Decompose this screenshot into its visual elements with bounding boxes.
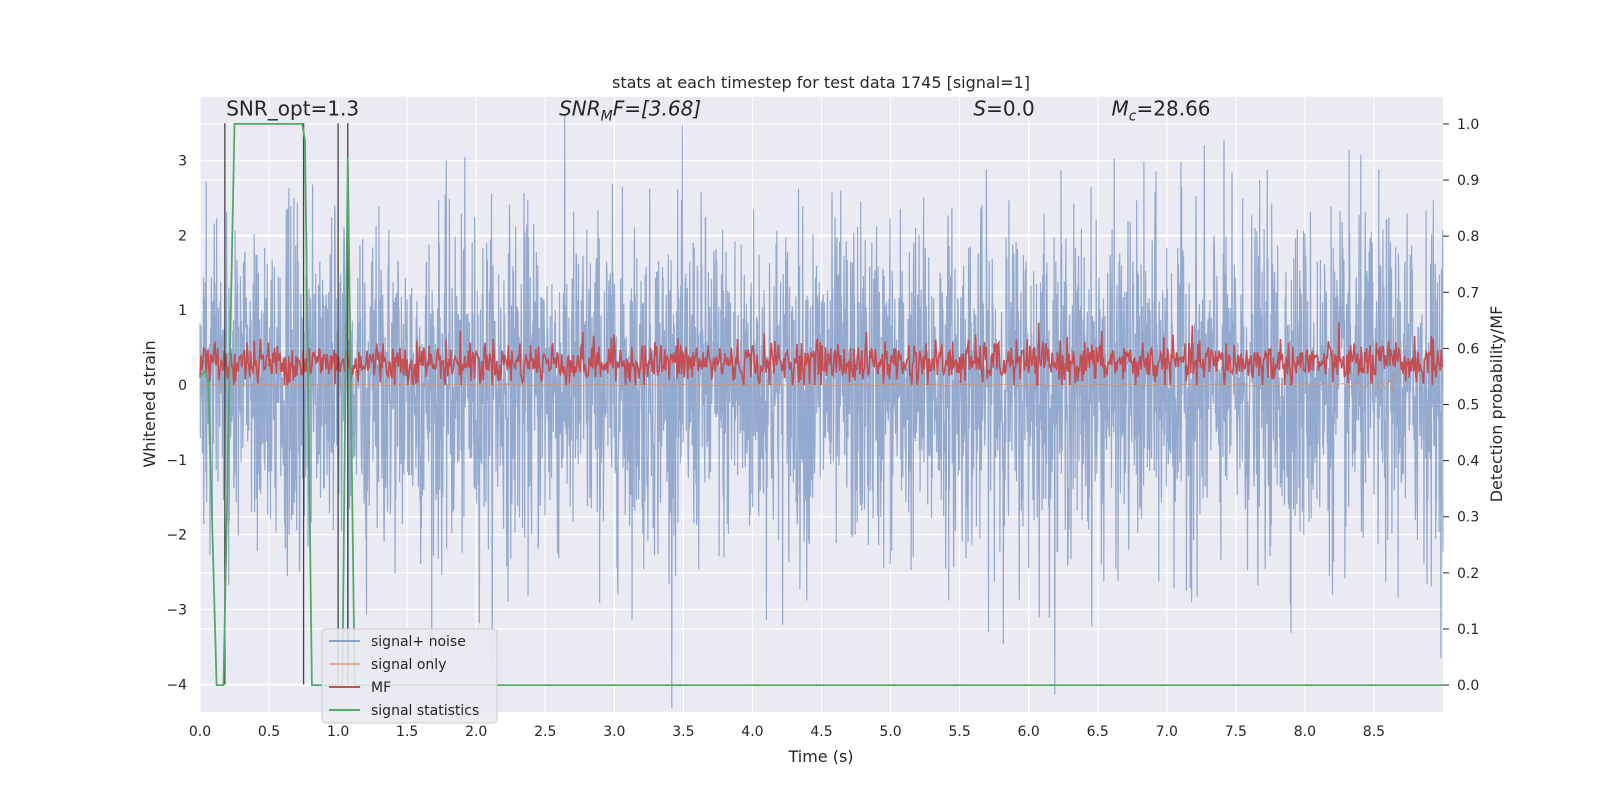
x-tick-label-5: 2.5 [534, 724, 556, 740]
y-tick-label-4: −1 [166, 453, 187, 469]
chart-title: stats at each timestep for test data 174… [612, 73, 1030, 92]
y-tick-labels: 3 2 1 0 −1 −2 −3 −4 [166, 154, 187, 694]
line-signal-statistics [199, 123, 1443, 686]
y-right-tick-label-1: 0.9 [1457, 173, 1479, 189]
y-tick-label-1: 2 [178, 228, 187, 244]
y-right-tick-label-3: 0.7 [1457, 285, 1479, 301]
y-tick-label-2: 1 [178, 303, 187, 319]
legend-label-signal-noise: signal+ noise [371, 634, 466, 650]
legend-entry-signal-noise: signal+ noise [329, 634, 466, 650]
line-mf [199, 322, 1444, 387]
y-tick-label-5: −2 [166, 528, 187, 544]
x-tick-label-4: 2.0 [465, 724, 487, 740]
x-tick-label-15: 7.5 [1225, 724, 1247, 740]
y-right-tick-label-2: 0.8 [1457, 229, 1479, 245]
x-tick-label-2: 1.0 [327, 724, 349, 740]
series-signal-plus-noise [199, 115, 1444, 709]
x-axis-label: Time (s) [787, 747, 853, 766]
legend-label-mf: MF [371, 680, 391, 696]
annotation-s-value: S=0.0 [973, 97, 1034, 121]
y-right-tick-label-8: 0.2 [1457, 566, 1479, 582]
y-tick-label-6: −3 [166, 603, 187, 619]
x-tick-label-7: 3.5 [672, 724, 694, 740]
x-tick-label-1: 0.5 [258, 724, 280, 740]
y-right-tick-label-9: 0.1 [1457, 622, 1479, 638]
x-tick-label-6: 3.0 [603, 724, 625, 740]
legend-label-signal-only: signal only [371, 657, 446, 673]
x-tick-label-9: 4.5 [810, 724, 832, 740]
annotation-mc-value: Mc=28.66 [1112, 97, 1211, 125]
x-tick-label-13: 6.5 [1087, 724, 1109, 740]
legend-entry-mf: MF [329, 680, 391, 696]
x-tick-labels: 0.0 0.5 1.0 1.5 2.0 2.5 3.0 3.5 4.0 4.5 5.0 5.5 6.0 6… [189, 724, 1385, 740]
y-tick-label-0: 3 [178, 154, 187, 170]
x-tick-label-11: 5.5 [948, 724, 970, 740]
annotations: SNR_opt=1.3 SNRMF=[3.68] S=0.0 Mc=28.66 [226, 97, 1210, 125]
y-tick-label-3: 0 [178, 378, 187, 394]
y-right-tick-label-6: 0.4 [1457, 454, 1479, 470]
legend-box [321, 628, 498, 724]
legend-entry-signal-statistics: signal statistics [329, 703, 479, 719]
x-tick-label-14: 7.0 [1156, 724, 1178, 740]
x-tick-label-0: 0.0 [189, 724, 211, 740]
series-signal-statistics [199, 123, 1443, 686]
series-signal-only [200, 371, 1396, 394]
x-tick-label-17: 8.5 [1363, 724, 1385, 740]
x-tick-label-16: 8.0 [1294, 724, 1316, 740]
y-right-tick-label-7: 0.3 [1457, 510, 1479, 526]
y-axis-label: Whitened strain [140, 340, 159, 467]
y-right-tick-label-10: 0.0 [1457, 678, 1479, 694]
legend-label-signal-statistics: signal statistics [371, 703, 479, 719]
y-right-axis-label: Detection probability/MF [1487, 306, 1506, 503]
legend-entry-signal-only: signal only [329, 657, 446, 673]
annotation-snr-opt: SNR_opt=1.3 [226, 97, 359, 121]
y-tick-label-7: −4 [166, 677, 187, 693]
y-right-tick-labels: 1.0 0.9 0.8 0.7 0.6 0.5 0.4 0.3 0.2 0.1 0.0 [1443, 117, 1479, 694]
legend: signal+ noise signal only MF signal stat… [321, 628, 498, 724]
y-right-tick-label-4: 0.6 [1457, 341, 1479, 357]
annotation-snr-mf: SNRMF=[3.68] [559, 97, 701, 125]
x-tick-label-10: 5.0 [879, 724, 901, 740]
x-tick-label-8: 4.0 [741, 724, 763, 740]
x-tick-label-12: 6.0 [1018, 724, 1040, 740]
y-right-tick-label-0: 1.0 [1457, 117, 1479, 133]
series-mf [199, 322, 1444, 387]
x-tick-label-3: 1.5 [396, 724, 418, 740]
line-signal-plus-noise [199, 115, 1444, 709]
y-right-tick-label-5: 0.5 [1457, 398, 1479, 414]
line-signal-only [200, 371, 1396, 394]
